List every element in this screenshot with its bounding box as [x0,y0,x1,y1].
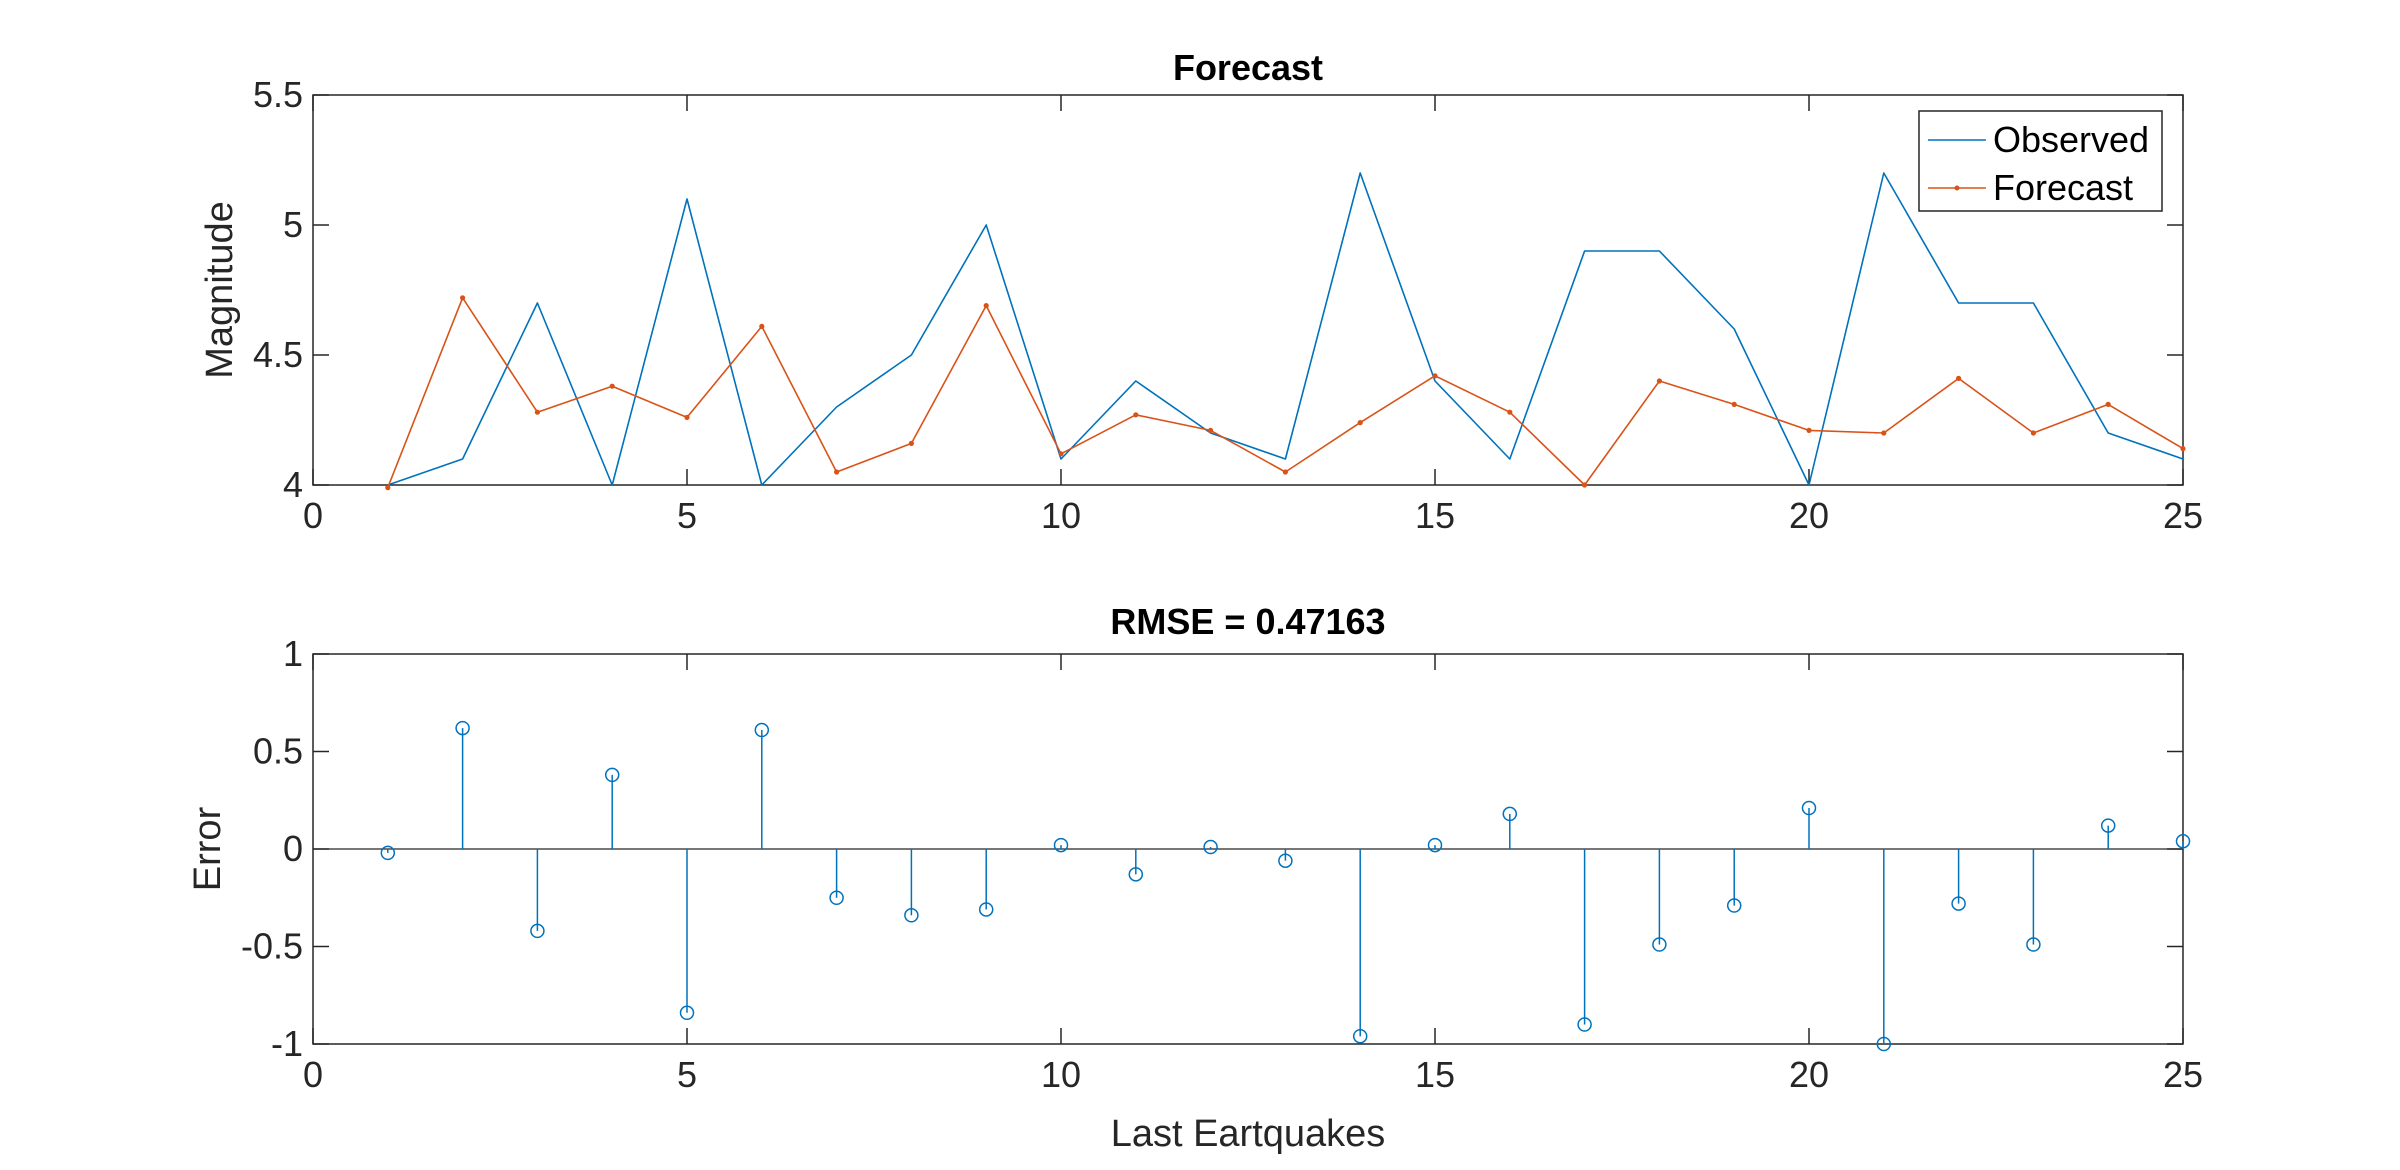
error-point [604,767,620,783]
legend-box [1918,110,2163,212]
error-point [1801,800,1817,816]
x-tick-label: 10 [1041,495,1081,536]
forecast-point [1582,482,1588,488]
forecast-point [834,469,840,475]
y-tick-label: 1 [283,633,303,674]
forecast-point [1731,401,1737,407]
error-point [2026,937,2041,952]
error-ticks: 0 5 10 15 20 25 -1 -0.5 0 0.5 1 [241,633,2203,1095]
error-point [904,908,919,923]
observed-series-line [387,172,2184,486]
legend-forecast-marker [1954,185,1960,191]
error-point [2100,818,2116,833]
forecast-ticks: 0 5 10 15 20 25 4 4.5 5 5.5 [253,74,2203,536]
forecast-point [1881,430,1887,436]
legend-observed-label: Observed [1993,119,2149,160]
forecast-point [1432,373,1438,379]
forecast-point [1208,427,1214,433]
x-tick-label: 20 [1789,1054,1829,1095]
x-tick-label: 0 [303,495,323,536]
error-point [829,890,844,905]
y-tick-label: 0.5 [253,731,303,772]
forecast-point [1507,409,1513,415]
x-tick-label: 5 [677,495,697,536]
y-tick-label: 4.5 [253,334,303,375]
forecast-point [2180,446,2186,452]
error-series [313,720,2191,1052]
error-point [1502,806,1518,822]
error-point [1278,853,1293,868]
y-tick-label: 5 [283,204,303,245]
error-point [1352,1028,1368,1044]
forecast-point [385,485,391,491]
forecast-point [908,440,915,446]
error-y-axis-label: Error [187,806,229,891]
x-tick-label: 0 [303,1054,323,1095]
forecast-point [1282,469,1288,475]
y-tick-label: -1 [271,1023,303,1064]
error-point [1876,1036,1892,1052]
legend-forecast-label: Forecast [1993,167,2133,208]
x-tick-label: 5 [677,1054,697,1095]
forecast-point [684,414,690,420]
error-point [1951,896,1966,911]
forecast-point [983,303,989,309]
forecast-point [609,383,615,389]
error-point [1577,1017,1592,1032]
x-tick-label: 15 [1415,495,1455,536]
forecast-point [2030,430,2036,436]
error-title: RMSE = 0.47163 [1110,601,1385,642]
forecast-title: Forecast [1173,47,1323,88]
error-point [1128,867,1144,882]
forecast-point [1357,420,1363,426]
error-point [530,923,545,939]
forecast-legend: Observed Forecast [1918,110,2163,212]
y-tick-label: 5.5 [253,74,303,115]
forecast-point [1656,378,1662,384]
x-tick-label: 10 [1041,1054,1081,1095]
x-tick-label: 20 [1789,495,1829,536]
error-point [380,845,396,861]
forecast-axes: 0 5 10 15 20 25 4 4.5 5 5.5 Forecast Magnitude Ob… [199,47,2203,536]
forecast-point [1956,375,1962,381]
error-point [1053,837,1069,853]
error-point [1427,837,1443,853]
error-point [1203,839,1218,855]
forecast-y-axis-label: Magnitude [199,201,241,378]
error-point [2175,833,2191,849]
forecast-point [2105,401,2111,407]
error-axes: 0 5 10 15 20 25 -1 -0.5 0 0.5 1 RMSE = 0.47163 Err… [187,601,2203,1155]
forecast-point [534,409,541,415]
x-tick-label: 25 [2163,1054,2203,1095]
y-tick-label: -0.5 [241,926,303,967]
forecast-point [1058,451,1064,457]
forecast-point [460,295,466,301]
error-point [455,720,470,736]
error-point [1726,898,1742,913]
error-point [978,902,994,917]
error-point [679,1005,695,1021]
forecast-series [385,172,2186,491]
x-tick-label: 15 [1415,1054,1455,1095]
error-x-axis-label: Last Eartquakes [1111,1113,1386,1155]
x-tick-label: 25 [2163,495,2203,536]
forecast-point [1806,427,1812,433]
forecast-point [759,323,765,329]
error-point [754,722,770,738]
error-point [1652,937,1667,952]
y-tick-label: 0 [283,828,303,869]
forecast-point [1133,412,1139,418]
forecast-plot-box [312,94,2184,486]
y-tick-label: 4 [283,464,303,505]
